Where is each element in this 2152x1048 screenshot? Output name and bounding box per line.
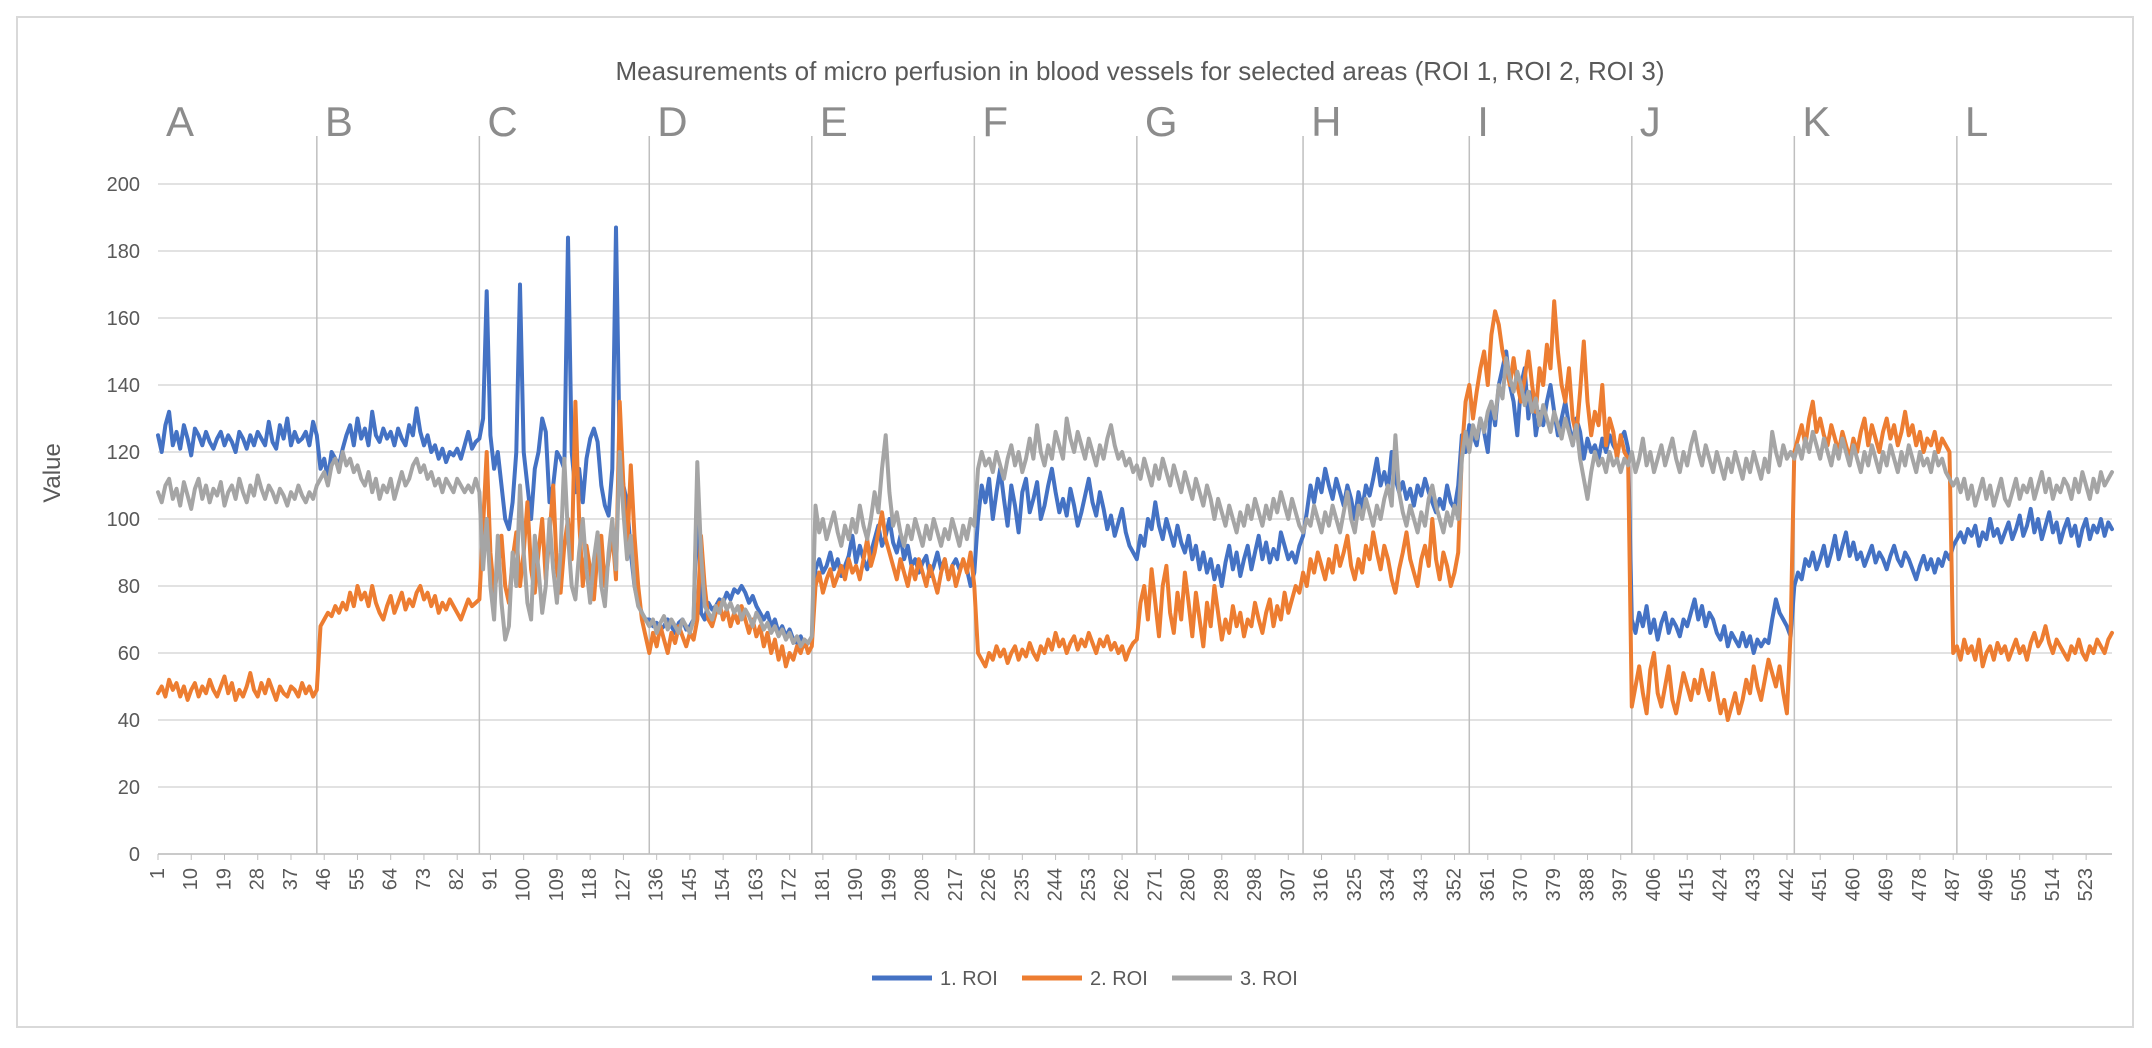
x-tick-label: 64 [380,868,402,890]
segment-label-E: E [820,98,848,145]
x-tick-label: 118 [579,868,601,900]
x-tick-label: 208 [912,868,934,901]
x-tick-label: 397 [1610,868,1632,901]
x-tick-label: 163 [745,868,767,901]
x-tick-label: 478 [1909,868,1931,901]
x-tick-label: 469 [1876,868,1898,901]
y-tick-label: 180 [107,241,140,263]
y-tick-label: 100 [107,509,140,531]
x-tick-label: 235 [1011,868,1033,901]
legend-label-roi-3: 3. ROI [1240,968,1298,990]
x-tick-label: 289 [1211,868,1233,901]
x-tick-label: 307 [1277,868,1299,901]
series-line-roi-2 [156,299,2114,722]
series-line-roi-1 [156,225,2114,655]
x-tick-label: 55 [346,868,368,890]
x-tick-label: 190 [845,868,867,901]
x-tick-label: 82 [446,868,468,890]
y-tick-label: 140 [107,375,140,397]
y-tick-label: 80 [118,576,140,598]
segment-label-F: F [982,98,1008,145]
x-tick-label: 226 [978,868,1000,901]
x-tick-label: 280 [1178,868,1200,901]
series-lines [156,225,2114,722]
x-tick-label: 37 [280,868,302,890]
y-tick-label: 160 [107,308,140,330]
x-tick-label: 523 [2075,868,2097,901]
segment-label-C: C [487,98,517,145]
segment-label-L: L [1965,98,1988,145]
x-tick-label: 334 [1377,868,1399,901]
chart-svg: Measurements of micro perfusion in blood… [39,56,2114,990]
segment-label-H: H [1311,98,1341,145]
x-tick-label: 316 [1311,868,1333,901]
segment-label-K: K [1802,98,1830,145]
series-line-roi-3 [156,356,2114,649]
x-tick-label: 145 [679,868,701,901]
x-tick-label: 505 [2009,868,2031,901]
x-tick-label: 127 [612,868,634,901]
x-tick-label: 415 [1676,868,1698,901]
x-tick-label: 379 [1543,868,1565,901]
x-axis-ticks: 1 10 19 28 37 46 55 64 73 82 91 100 109 118 127 136 145 1… [147,854,2097,901]
x-tick-label: 271 [1144,868,1166,901]
x-tick-label: 370 [1510,868,1532,901]
x-tick-label: 100 [513,868,535,901]
x-tick-label: 109 [546,868,568,901]
x-tick-label: 1 [147,868,169,879]
y-tick-label: 0 [129,844,140,866]
x-tick-label: 154 [712,868,734,901]
segment-label-A: A [166,98,194,145]
x-tick-label: 514 [2042,868,2064,901]
x-tick-label: 460 [1842,868,1864,901]
x-tick-label: 496 [1975,868,1997,901]
y-tick-label: 60 [118,643,140,665]
y-tick-label: 20 [118,777,140,799]
x-tick-label: 325 [1344,868,1366,901]
x-tick-label: 10 [180,868,202,890]
x-tick-label: 46 [313,868,335,890]
x-tick-label: 442 [1776,868,1798,901]
segment-label-B: B [325,98,353,145]
x-tick-label: 343 [1410,868,1432,901]
x-tick-label: 91 [479,868,501,890]
x-tick-label: 172 [779,868,801,901]
x-tick-label: 244 [1045,868,1067,901]
x-tick-label: 406 [1643,868,1665,901]
x-tick-label: 487 [1942,868,1964,901]
y-tick-label: 40 [118,710,140,732]
x-tick-label: 73 [413,868,435,890]
y-axis-ticks: 0 20 40 60 80 100 120 140 160 180 200 [107,174,140,866]
legend-label-roi-2: 2. ROI [1090,968,1148,990]
x-tick-label: 451 [1809,868,1831,901]
x-tick-label: 424 [1709,868,1731,901]
y-tick-label: 120 [107,442,140,464]
x-tick-label: 361 [1477,868,1499,901]
segment-label-G: G [1145,98,1178,145]
x-tick-label: 253 [1078,868,1100,901]
x-tick-label: 433 [1743,868,1765,901]
y-axis-title: Value [39,443,66,503]
segment-label-D: D [657,98,687,145]
chart-title: Measurements of micro perfusion in blood… [615,56,1664,86]
segment-label-J: J [1640,98,1661,145]
x-tick-label: 199 [878,868,900,901]
y-tick-label: 200 [107,174,140,196]
gridlines [158,183,2112,855]
x-tick-label: 28 [247,868,269,890]
x-tick-label: 298 [1244,868,1266,901]
x-tick-label: 217 [945,868,967,901]
chart-frame: Measurements of micro perfusion in blood… [16,16,2134,1028]
segment-label-I: I [1477,98,1489,145]
x-tick-label: 262 [1111,868,1133,901]
x-tick-label: 136 [646,868,668,901]
x-tick-label: 181 [812,868,834,901]
legend: 1. ROI 2. ROI 3. ROI [872,968,1298,990]
legend-label-roi-1: 1. ROI [940,968,998,990]
x-tick-label: 19 [213,868,235,890]
x-tick-label: 352 [1444,868,1466,901]
segment-labels: A B C D E F G H I J K L [166,98,1988,145]
x-tick-label: 388 [1576,868,1598,901]
